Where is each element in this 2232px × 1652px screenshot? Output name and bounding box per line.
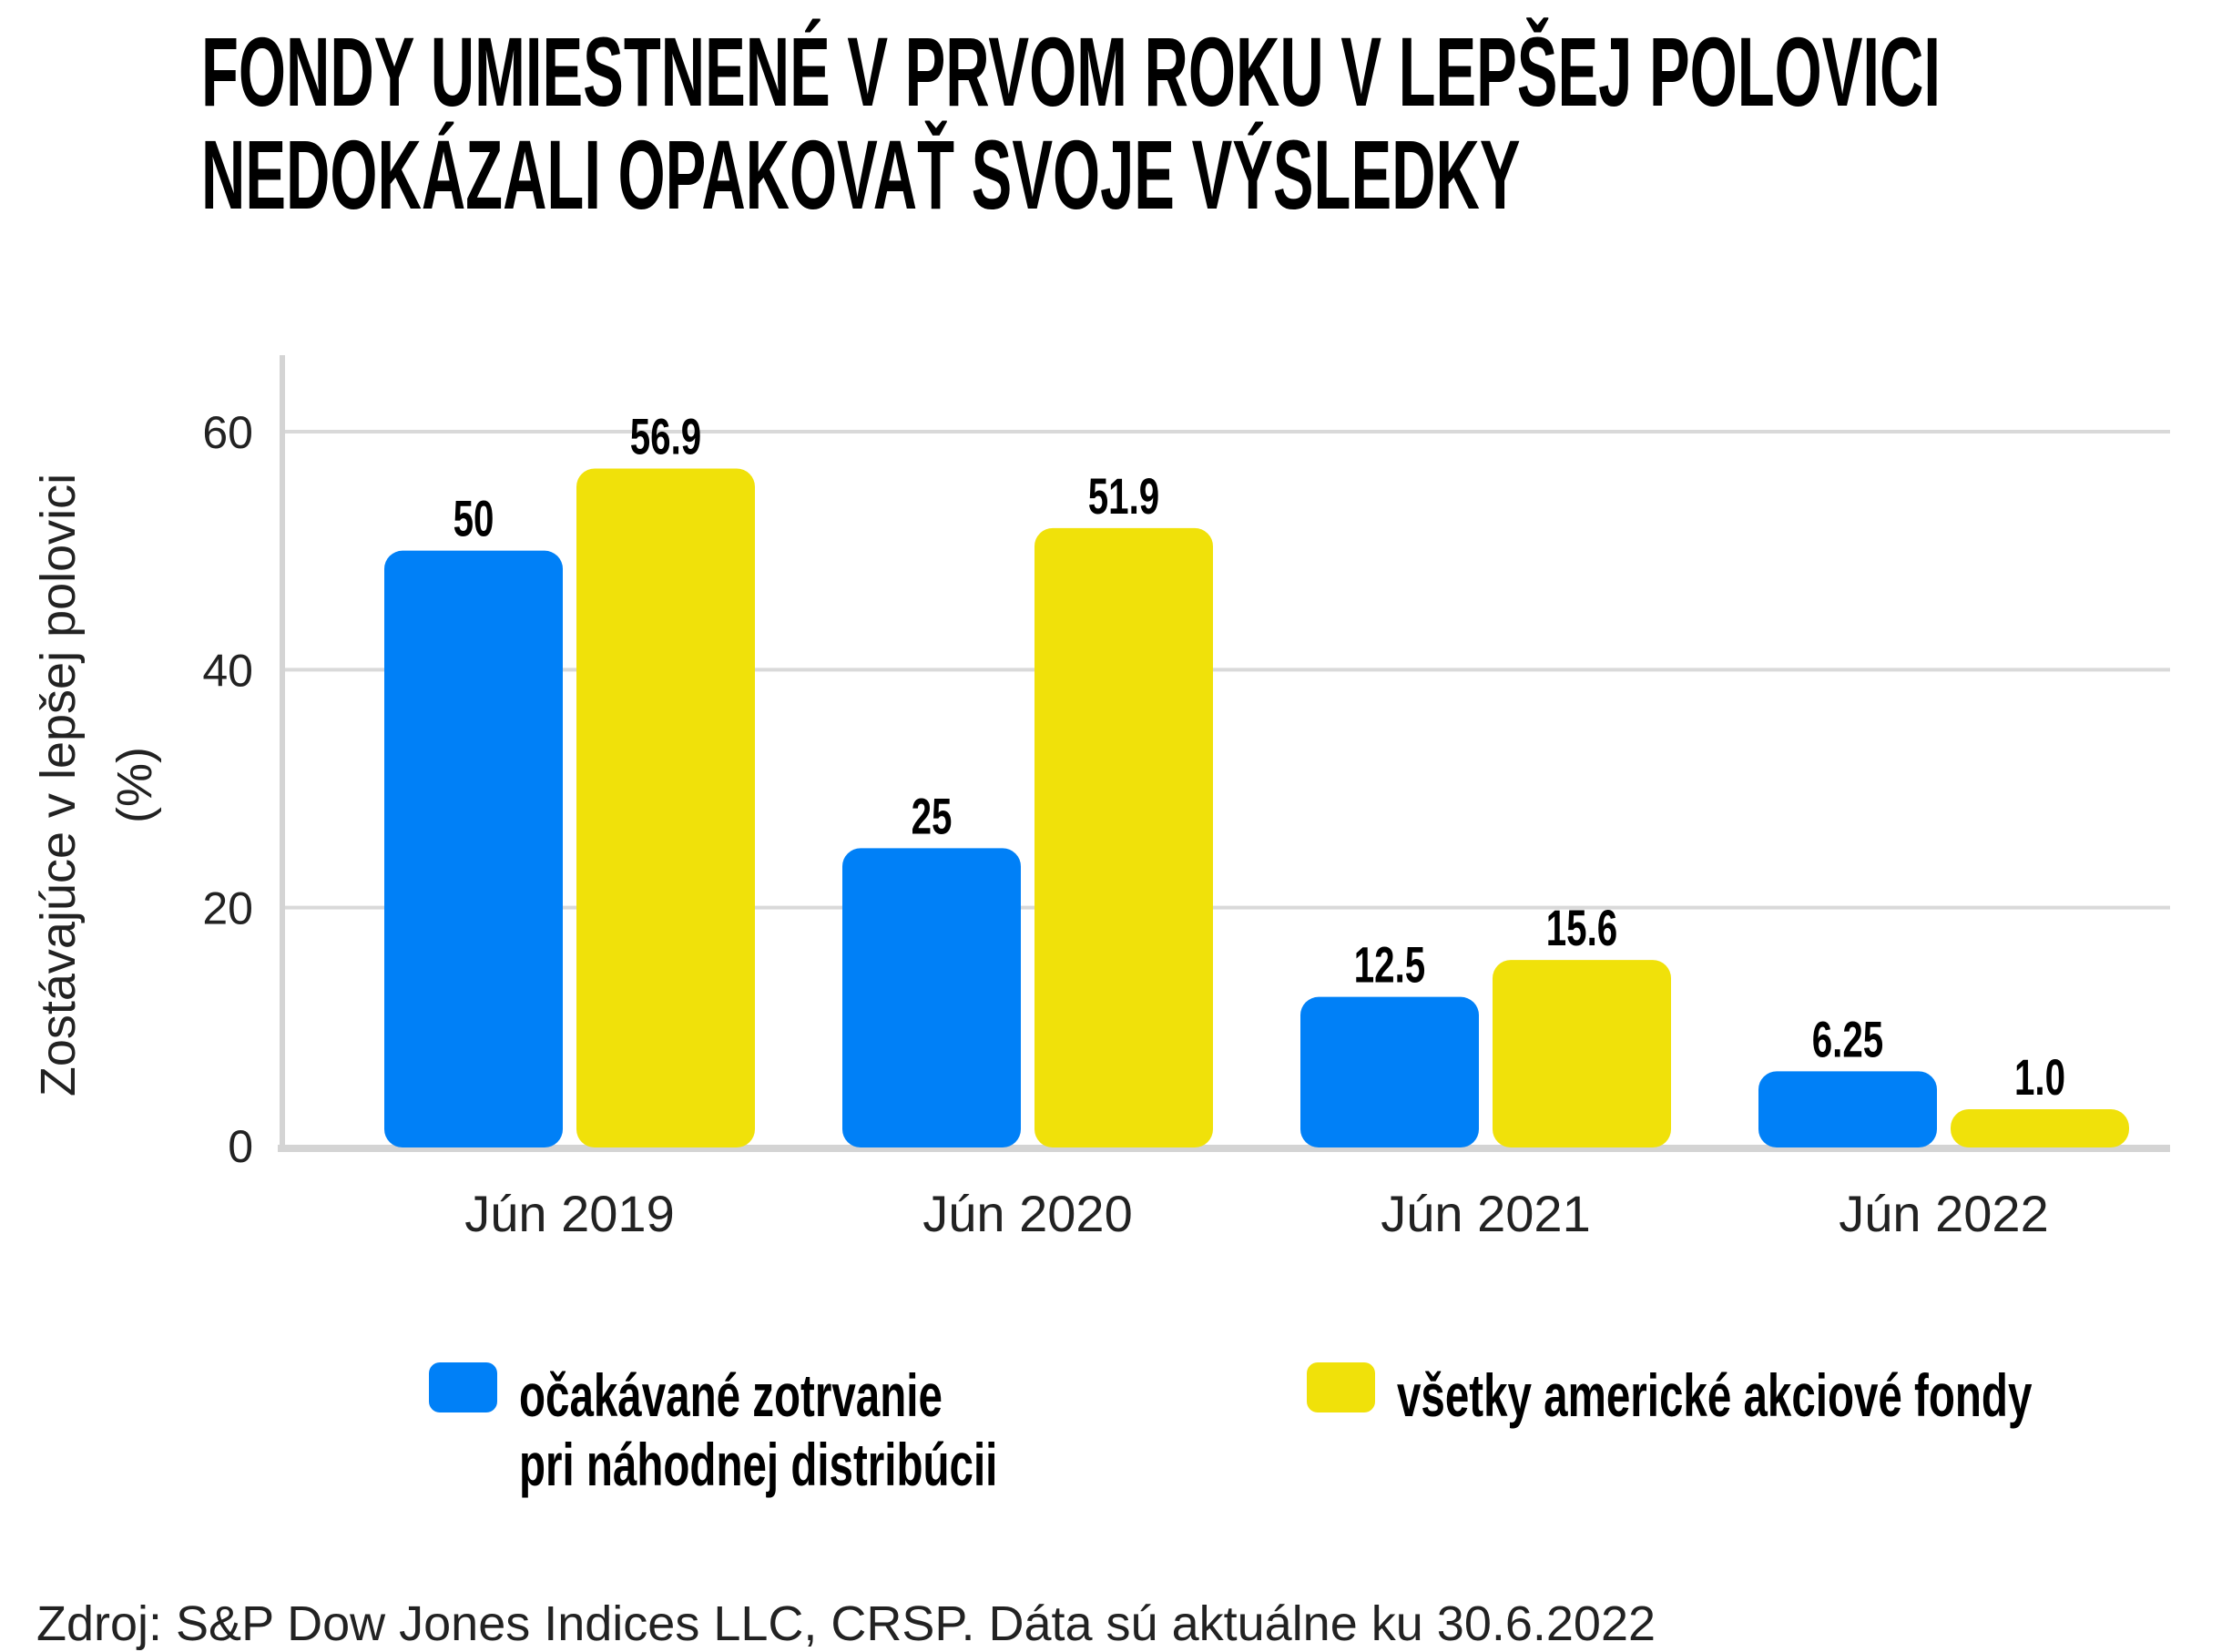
- data-label: 25: [912, 789, 953, 845]
- legend-item-us-funds: všetky americké akciové fondy: [1307, 1361, 2232, 1430]
- y-tick-label: 20: [202, 883, 253, 934]
- data-label: 56.9: [630, 409, 701, 465]
- bar-random: [384, 550, 563, 1147]
- y-axis-label: Zostávajúce v lepšej polovici: [31, 474, 86, 1096]
- data-label: 15.6: [1546, 901, 1617, 957]
- legend-swatch-yellow: [1307, 1362, 1375, 1412]
- x-tick-label: Jún 2022: [1839, 1185, 2048, 1242]
- legend-swatch-blue: [429, 1362, 497, 1412]
- bar-us-funds: [1951, 1109, 2129, 1147]
- legend-label-us-funds: všetky americké akciové fondy: [1397, 1361, 2033, 1429]
- legend-label-line2: pri náhodnej distribúcii: [519, 1431, 998, 1498]
- x-tick-label: Jún 2020: [922, 1185, 1132, 1242]
- bar-us-funds: [576, 468, 755, 1147]
- x-tick-label: Jún 2019: [464, 1185, 674, 1242]
- y-tick-label: 0: [228, 1121, 253, 1172]
- y-axis-unit: (%): [107, 747, 162, 823]
- bar-random: [1300, 996, 1479, 1147]
- bar-us-funds: [1034, 527, 1213, 1147]
- x-tick-label: Jún 2021: [1381, 1185, 1590, 1242]
- data-label: 1.0: [2014, 1050, 2065, 1106]
- bar-us-funds: [1493, 960, 1671, 1147]
- legend-label-random: očakávané zotrvanie pri náhodnej distrib…: [519, 1361, 997, 1499]
- legend-label-line1: očakávané zotrvanie: [519, 1361, 943, 1429]
- chart-title-line1: FONDY UMIESTNENÉ V PRVOM ROKU V LEPŠEJ P…: [201, 16, 1941, 127]
- y-tick-label: 40: [202, 645, 253, 696]
- data-label: 6.25: [1812, 1012, 1883, 1068]
- bar-random: [842, 848, 1021, 1147]
- y-tick-label: 60: [202, 407, 253, 458]
- legend-item-random: očakávané zotrvanie pri náhodnej distrib…: [429, 1361, 1184, 1499]
- data-label: 50: [454, 491, 494, 547]
- data-label: 51.9: [1088, 468, 1159, 525]
- chart-title: FONDY UMIESTNENÉ V PRVOM ROKU V LEPŠEJ P…: [201, 20, 1941, 226]
- bar-random: [1758, 1071, 1937, 1147]
- source-note: Zdroj: S&P Dow Jones Indices LLC, CRSP. …: [36, 1596, 1656, 1651]
- data-label: 12.5: [1354, 937, 1425, 994]
- chart-title-line2: NEDOKÁZALI OPAKOVAŤ SVOJE VÝSLEDKY: [201, 119, 1521, 229]
